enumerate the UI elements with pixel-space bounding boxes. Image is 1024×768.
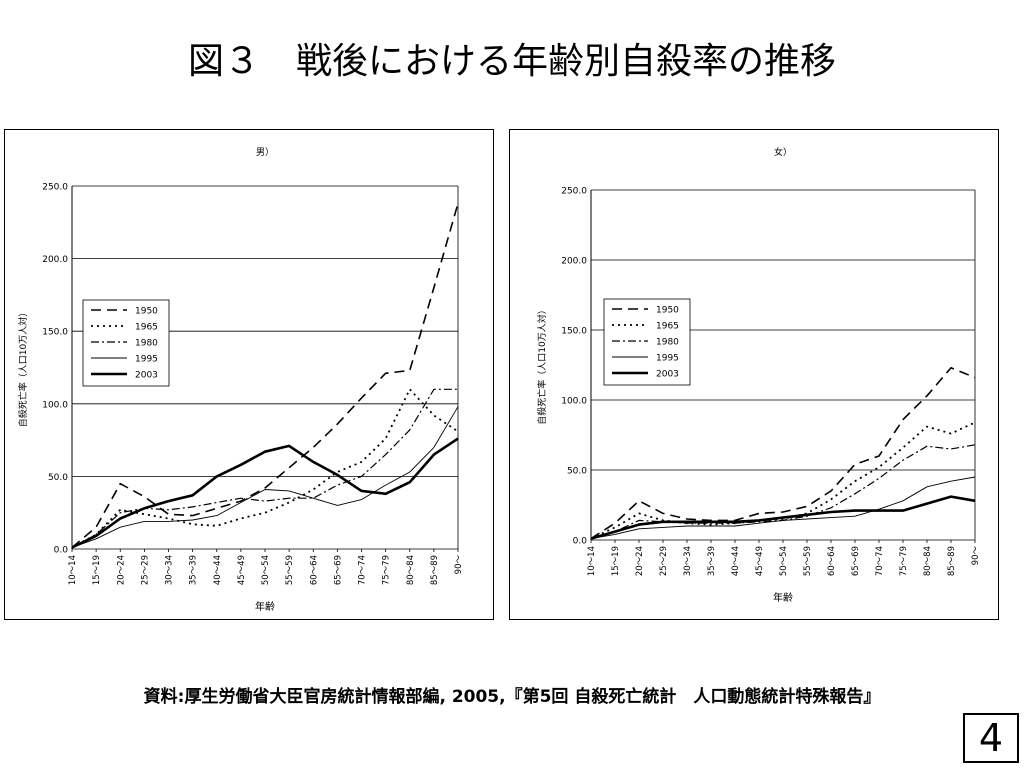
male-x-tick-label: 75～79 [382, 555, 392, 585]
female-y-tick-label: 200.0 [561, 257, 587, 267]
male-y-tick-label: 0.0 [54, 546, 69, 556]
male-x-tick-label: 25～29 [140, 555, 150, 585]
male-chart-panel: 男） 0.0 50.0 100.0 150.0 200.0 250.0 自殺死亡率（人口10万… [4, 129, 494, 620]
female-x-tick-label: 20～24 [635, 546, 645, 576]
male-series-1950-line [71, 203, 459, 549]
page-number: 4 [963, 713, 1019, 763]
female-y-axis-label: 自殺死亡率（人口10万人対） [536, 305, 548, 424]
female-series-1995-line [590, 476, 976, 540]
male-legend-label: 2003 [135, 371, 158, 381]
male-x-tick-label: 90～ [454, 555, 464, 575]
female-legend-label: 2003 [656, 370, 679, 380]
male-series-1995-line [71, 406, 459, 548]
male-legend-label: 1965 [135, 323, 158, 333]
female-x-tick-label: 75～79 [899, 546, 909, 576]
page-title: 図３ 戦後における年齢別自殺率の推移 [187, 41, 836, 82]
female-legend-label: 1995 [656, 354, 679, 364]
male-x-tick-label: 10～14 [68, 555, 78, 585]
male-y-tick-label: 200.0 [42, 255, 68, 265]
female-x-tick-label: 25～29 [659, 546, 669, 576]
female-y-tick-label: 100.0 [561, 397, 587, 407]
female-y-tick-label: 0.0 [573, 537, 588, 547]
male-legend-label: 1980 [135, 339, 158, 349]
female-y-tick-label: 50.0 [567, 467, 587, 477]
male-x-tick-label: 70～74 [358, 555, 368, 585]
male-x-tick-label: 15～19 [92, 555, 102, 585]
female-x-tick-label: 70～74 [875, 546, 885, 576]
female-series-1965-line [590, 421, 976, 540]
female-x-tick-label: 65～69 [851, 546, 861, 576]
source-citation: 資料:厚生労働省大臣官房統計情報部編, 2005,『第5回 自殺死亡統計 人口動… [143, 687, 881, 707]
female-y-tick-label: 250.0 [561, 187, 587, 197]
female-series-2003-line [590, 495, 976, 540]
female-series-1950-line [590, 367, 976, 540]
male-legend-label: 1995 [135, 355, 158, 365]
male-y-tick-label: 100.0 [42, 400, 68, 410]
male-legend-label: 1950 [135, 307, 158, 317]
female-x-tick-label: 60～64 [827, 546, 837, 576]
male-suicide-rate-chart: 男） 0.0 50.0 100.0 150.0 200.0 250.0 自殺死亡率（人口10万… [17, 147, 464, 613]
male-chart-title: 男） [256, 147, 274, 158]
male-y-tick-label: 50.0 [48, 473, 68, 483]
female-x-axis-label: 年齢 [773, 591, 793, 604]
male-x-tick-label: 20～24 [116, 555, 126, 585]
male-y-axis-label: 自殺死亡率（人口10万人対） [17, 308, 29, 427]
male-series-2003-line [71, 437, 459, 549]
female-x-tick-label: 10～14 [587, 546, 597, 576]
male-x-tick-label: 80～84 [406, 555, 416, 585]
male-x-tick-label: 65～69 [333, 555, 343, 585]
female-x-tick-label: 85～89 [947, 546, 957, 576]
female-x-tick-label: 35～39 [707, 546, 717, 576]
male-x-tick-label: 30～34 [165, 555, 175, 585]
female-legend-label: 1980 [656, 338, 679, 348]
female-x-tick-label: 55～59 [803, 546, 813, 576]
male-series-1980-line [71, 388, 458, 549]
female-legend-label: 1950 [656, 306, 679, 316]
female-suicide-rate-chart: 女） 0.0 50.0 100.0 150.0 200.0 250.0 自殺死亡率（人口10万… [536, 146, 981, 604]
male-x-tick-label: 50～54 [261, 555, 271, 585]
male-x-tick-label: 55～59 [285, 555, 295, 585]
female-x-tick-label: 90～ [971, 546, 981, 566]
female-legend-box [603, 298, 691, 386]
male-y-tick-label: 150.0 [42, 328, 68, 338]
male-x-tick-label: 85～89 [430, 555, 440, 585]
female-x-tick-label: 40～44 [731, 546, 741, 576]
female-y-tick-label: 150.0 [561, 327, 587, 337]
female-chart-panel: 女） 0.0 50.0 100.0 150.0 200.0 250.0 自殺死亡率（人口10万… [509, 129, 999, 620]
male-y-tick-label: 250.0 [42, 183, 68, 193]
female-x-tick-label: 30～34 [683, 546, 693, 576]
male-x-axis-label: 年齢 [255, 600, 275, 613]
female-x-tick-label: 80～84 [923, 546, 933, 576]
male-x-tick-label: 40～44 [213, 555, 223, 585]
female-legend-label: 1965 [656, 322, 679, 332]
male-x-tick-label: 45～49 [237, 555, 247, 585]
female-x-tick-label: 15～19 [611, 546, 621, 576]
female-x-tick-label: 45～49 [755, 546, 765, 576]
male-x-tick-label: 60～64 [309, 555, 319, 585]
male-legend-box [82, 299, 170, 387]
female-x-tick-label: 50～54 [779, 546, 789, 576]
male-series-1965-line [71, 388, 459, 549]
male-x-tick-label: 35～39 [189, 555, 199, 585]
female-chart-title: 女） [774, 146, 792, 158]
